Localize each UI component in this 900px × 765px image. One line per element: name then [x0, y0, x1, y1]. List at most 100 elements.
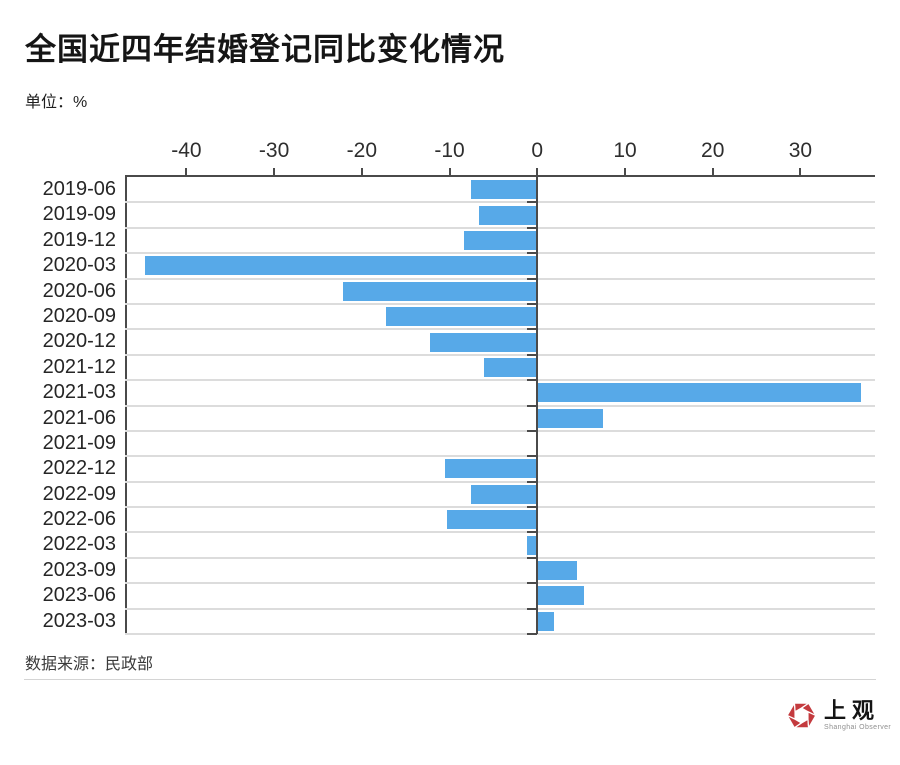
x-axis-tick-label: 10	[613, 139, 637, 162]
bar-2020-06	[342, 281, 538, 301]
x-axis-tick	[185, 168, 188, 175]
bar-2020-12	[430, 332, 538, 352]
shanghai-observer-logo: 上观 Shanghai Observer	[786, 700, 891, 731]
bar-2022-06	[446, 510, 538, 530]
gridline	[125, 607, 875, 610]
gridline	[125, 556, 875, 559]
category-tick	[527, 353, 538, 356]
bar-2020-03	[145, 256, 538, 276]
gridline	[125, 429, 875, 432]
x-axis-line	[125, 175, 875, 177]
bar-2020-09	[385, 307, 538, 327]
x-axis-tick	[799, 168, 802, 175]
y-axis-label: 2021-12	[42, 355, 116, 378]
y-axis-label: 2023-06	[42, 584, 116, 607]
y-axis-label: 2021-03	[42, 381, 116, 404]
y-axis-label: 2020-09	[42, 304, 116, 327]
logo-text: 上观 Shanghai Observer	[824, 698, 892, 732]
gridline	[125, 201, 875, 204]
footer-divider	[24, 679, 876, 680]
gridline	[125, 252, 875, 255]
y-axis-label: 2021-06	[42, 406, 116, 429]
y-axis-label: 2020-03	[42, 254, 116, 277]
chart-title: 全国近四年结婚登记同比变化情况	[25, 32, 505, 67]
y-axis-label: 2020-06	[42, 279, 116, 302]
gridline	[125, 353, 875, 356]
x-axis-tick	[536, 168, 539, 175]
category-tick	[527, 379, 538, 382]
x-axis-tick-label: -30	[258, 139, 290, 162]
bar-2023-06	[537, 586, 584, 606]
aperture-logo-icon	[786, 701, 817, 730]
unit-label: 单位：%	[25, 94, 88, 111]
gridline	[125, 455, 875, 458]
y-axis-label: 2022-06	[42, 508, 116, 531]
category-tick	[527, 556, 538, 559]
gridline	[125, 480, 875, 483]
category-tick	[527, 277, 538, 280]
y-axis-label: 2019-06	[42, 178, 116, 200]
gridline	[125, 328, 875, 331]
y-axis-label: 2022-03	[42, 533, 116, 556]
logo-subname: Shanghai Observer	[824, 724, 892, 731]
gridline	[125, 226, 875, 229]
y-axis-label: 2020-12	[42, 330, 116, 353]
gridline	[125, 506, 875, 509]
category-tick	[527, 328, 538, 331]
y-axis-label: 2022-09	[42, 482, 116, 505]
x-axis-tick	[273, 168, 276, 175]
x-axis-tick	[624, 168, 626, 175]
category-tick	[527, 404, 538, 407]
plot-area: -40 -30 -20 -10 0 10 20 30	[125, 139, 875, 635]
category-tick	[527, 455, 538, 458]
zero-axis-line	[536, 177, 539, 634]
y-axis-label: 2019-09	[42, 203, 116, 226]
category-tick	[527, 607, 538, 610]
x-axis-tick-label: 0	[531, 139, 544, 162]
bar-2019-12	[463, 230, 538, 250]
x-axis-tick-label: 30	[788, 139, 813, 162]
gridline	[125, 531, 875, 534]
gridline	[125, 302, 875, 305]
bar-2023-09	[537, 561, 577, 581]
category-tick	[527, 480, 538, 483]
bar-2022-03	[526, 535, 538, 555]
category-tick	[527, 582, 538, 585]
x-axis-tick	[360, 168, 363, 175]
y-axis-label: 2023-09	[42, 558, 116, 581]
category-tick	[527, 201, 538, 204]
bar-2022-09	[471, 484, 538, 504]
data-source-label: 数据来源：民政部	[25, 656, 154, 673]
bar-2021-06	[537, 408, 604, 428]
bar-2019-09	[478, 205, 538, 225]
category-tick	[527, 429, 538, 432]
gridline	[125, 633, 875, 635]
x-axis-tick	[448, 168, 451, 175]
gridline	[125, 404, 875, 407]
y-axis-label: 2019-12	[42, 228, 116, 251]
bar-2022-12	[445, 459, 538, 479]
x-axis-tick-label: -40	[171, 139, 202, 162]
category-tick	[527, 302, 538, 305]
x-axis-tick-label: 20	[701, 139, 725, 162]
gridline	[125, 582, 875, 585]
category-tick	[527, 531, 538, 534]
logo-name: 上观	[824, 698, 881, 723]
category-tick	[527, 252, 538, 255]
bar-2019-06	[470, 180, 538, 200]
category-tick	[527, 506, 538, 509]
y-axis-labels: 2019-06 2019-09 2019-12 2020-03 2020-06 2020-…	[0, 177, 116, 634]
y-axis-label: 2023-03	[42, 609, 116, 632]
category-tick	[527, 226, 538, 229]
x-axis-tick	[711, 168, 714, 175]
bar-2021-12	[483, 357, 538, 377]
gridline	[125, 379, 875, 382]
x-axis-tick-label: -20	[346, 139, 377, 162]
bar-2021-03	[537, 383, 861, 403]
bar-2023-03	[537, 611, 554, 631]
x-axis-tick-label: -10	[434, 139, 465, 162]
gridline	[125, 277, 875, 280]
category-tick	[527, 633, 538, 635]
y-axis-label: 2022-12	[42, 457, 116, 480]
